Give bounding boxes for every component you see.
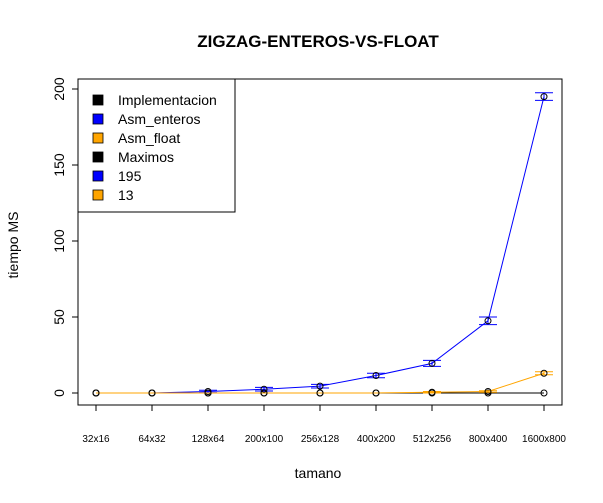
chart-title: ZIGZAG-ENTEROS-VS-FLOAT (197, 32, 439, 51)
legend-label: Asm_enteros (118, 111, 200, 127)
legend-label: 195 (118, 168, 142, 184)
data-point (148, 389, 156, 397)
legend-label: Implementacion (118, 92, 217, 108)
data-point (484, 317, 492, 325)
data-point (260, 389, 268, 397)
y-tick-label-4: 200 (51, 77, 67, 101)
x-tick-label-8: 1600x800 (522, 434, 566, 445)
series-Asm_float (92, 369, 553, 397)
x-tick-label-0: 32x16 (82, 434, 110, 445)
legend-swatch (92, 113, 104, 125)
x-tick-label-3: 200x100 (245, 434, 284, 445)
legend-swatch (92, 132, 104, 144)
y-tick-label-3: 150 (51, 153, 67, 177)
data-point (540, 389, 548, 397)
y-axis: 0 50 100 150 200 (51, 77, 78, 397)
x-axis: 32x16 64x32 128x64 200x100 256x128 400x200 512… (82, 405, 566, 445)
data-point (316, 389, 324, 397)
legend-swatch (92, 189, 104, 201)
data-point (428, 388, 436, 396)
data-point (484, 387, 492, 395)
series-line (96, 96, 545, 394)
legend-box (77, 78, 236, 213)
x-tick-label-5: 400x200 (357, 434, 396, 445)
data-point (92, 389, 100, 397)
data-point (260, 385, 268, 393)
series-line (96, 372, 545, 394)
legend-swatch (92, 170, 104, 182)
data-point (372, 389, 380, 397)
y-tick-label-0: 0 (51, 389, 67, 397)
legend: Implementacion Asm_enteros Asm_float Maximo… (77, 78, 236, 213)
x-tick-label-7: 800x400 (469, 434, 508, 445)
y-tick-label-2: 100 (51, 229, 67, 253)
legend-swatch (92, 151, 104, 163)
y-tick-label-1: 50 (51, 309, 67, 325)
legend-label: Asm_float (118, 130, 180, 146)
x-tick-label-4: 256x128 (301, 434, 340, 445)
series-group (92, 92, 553, 397)
x-tick-label-1: 64x32 (138, 434, 166, 445)
data-point (372, 372, 380, 380)
x-tick-label-2: 128x64 (192, 434, 225, 445)
data-point (316, 382, 324, 390)
data-point (540, 369, 548, 377)
x-axis-label: tamano (295, 465, 342, 481)
data-point (540, 93, 548, 101)
legend-swatch (92, 94, 104, 106)
data-point (204, 389, 212, 397)
legend-label: Maximos (118, 149, 174, 165)
x-tick-label-6: 512x256 (413, 434, 452, 445)
y-axis-label: tiempo MS (5, 212, 21, 279)
legend-label: 13 (118, 187, 134, 203)
data-point (428, 359, 436, 367)
